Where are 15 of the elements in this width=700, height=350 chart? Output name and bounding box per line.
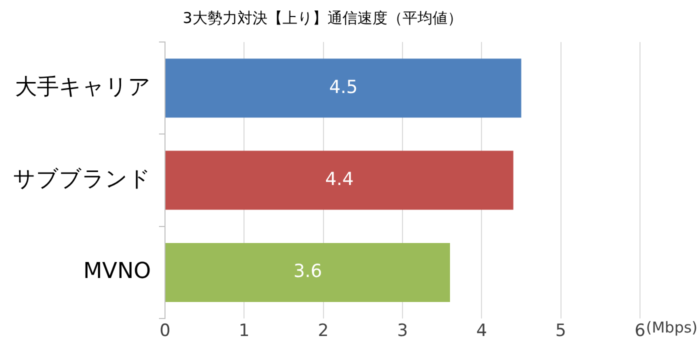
x-tick-label: 3 bbox=[397, 321, 408, 342]
data-label: 4.4 bbox=[325, 168, 354, 190]
x-tick-label: 6 bbox=[634, 321, 646, 342]
y-tick-label: MVNO bbox=[83, 259, 151, 284]
chart-title: 3大勢力対決【上り】通信速度（平均値） bbox=[182, 8, 462, 27]
x-tick-label: 2 bbox=[318, 321, 329, 342]
y-tick-label: サブブランド bbox=[13, 167, 151, 192]
data-label: 4.5 bbox=[329, 76, 358, 98]
x-tick-label: 5 bbox=[555, 321, 566, 342]
x-tick-label: 0 bbox=[160, 321, 170, 342]
x-tick-label: 1 bbox=[238, 321, 250, 342]
y-tick-label: 大手キャリア bbox=[15, 74, 151, 100]
x-axis-title: (Mbps) bbox=[646, 318, 698, 336]
x-tick-label: 4 bbox=[476, 321, 488, 342]
data-label: 3.6 bbox=[293, 261, 322, 282]
